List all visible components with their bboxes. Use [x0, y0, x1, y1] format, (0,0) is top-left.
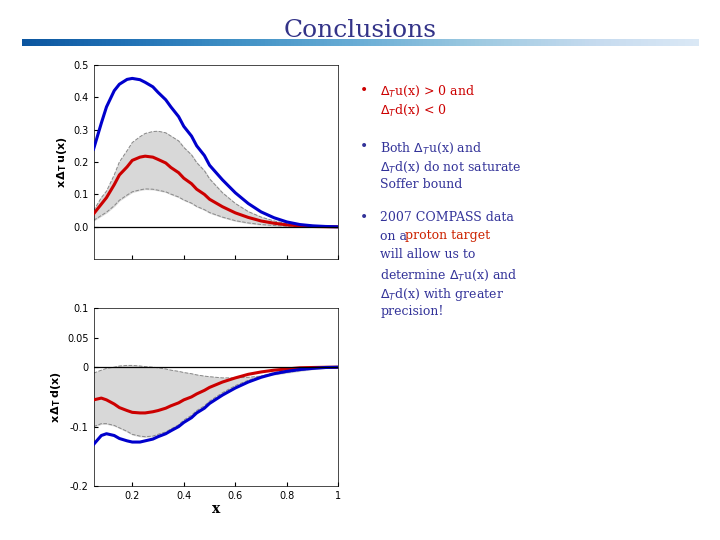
Text: will allow us to: will allow us to: [380, 248, 475, 261]
Text: $\Delta_T$d(x) < 0: $\Delta_T$d(x) < 0: [380, 103, 447, 118]
Text: precision!: precision!: [380, 305, 444, 318]
Text: 2007 COMPASS data: 2007 COMPASS data: [380, 211, 514, 224]
Text: proton target: proton target: [405, 230, 490, 242]
Text: •: •: [360, 140, 368, 154]
Text: on a: on a: [380, 230, 411, 242]
Text: •: •: [360, 211, 368, 225]
Y-axis label: $\mathbf{x\,\Delta_T\,d(x)}$: $\mathbf{x\,\Delta_T\,d(x)}$: [49, 371, 63, 423]
Text: determine $\Delta_T$u(x) and: determine $\Delta_T$u(x) and: [380, 267, 518, 282]
Text: $\Delta_T$d(x) with greater: $\Delta_T$d(x) with greater: [380, 286, 504, 303]
Y-axis label: $\mathbf{x\,\Delta_T\,u(x)}$: $\mathbf{x\,\Delta_T\,u(x)}$: [55, 136, 69, 188]
Text: $\Delta_T$d(x) do not saturate: $\Delta_T$d(x) do not saturate: [380, 159, 521, 174]
X-axis label: x: x: [212, 502, 220, 516]
Text: $\Delta_T$u(x) > 0 and: $\Delta_T$u(x) > 0 and: [380, 84, 475, 99]
Text: •: •: [360, 84, 368, 98]
Text: Conclusions: Conclusions: [284, 19, 436, 42]
Text: Both $\Delta_T$u(x) and: Both $\Delta_T$u(x) and: [380, 140, 482, 156]
Text: Soffer bound: Soffer bound: [380, 178, 462, 191]
